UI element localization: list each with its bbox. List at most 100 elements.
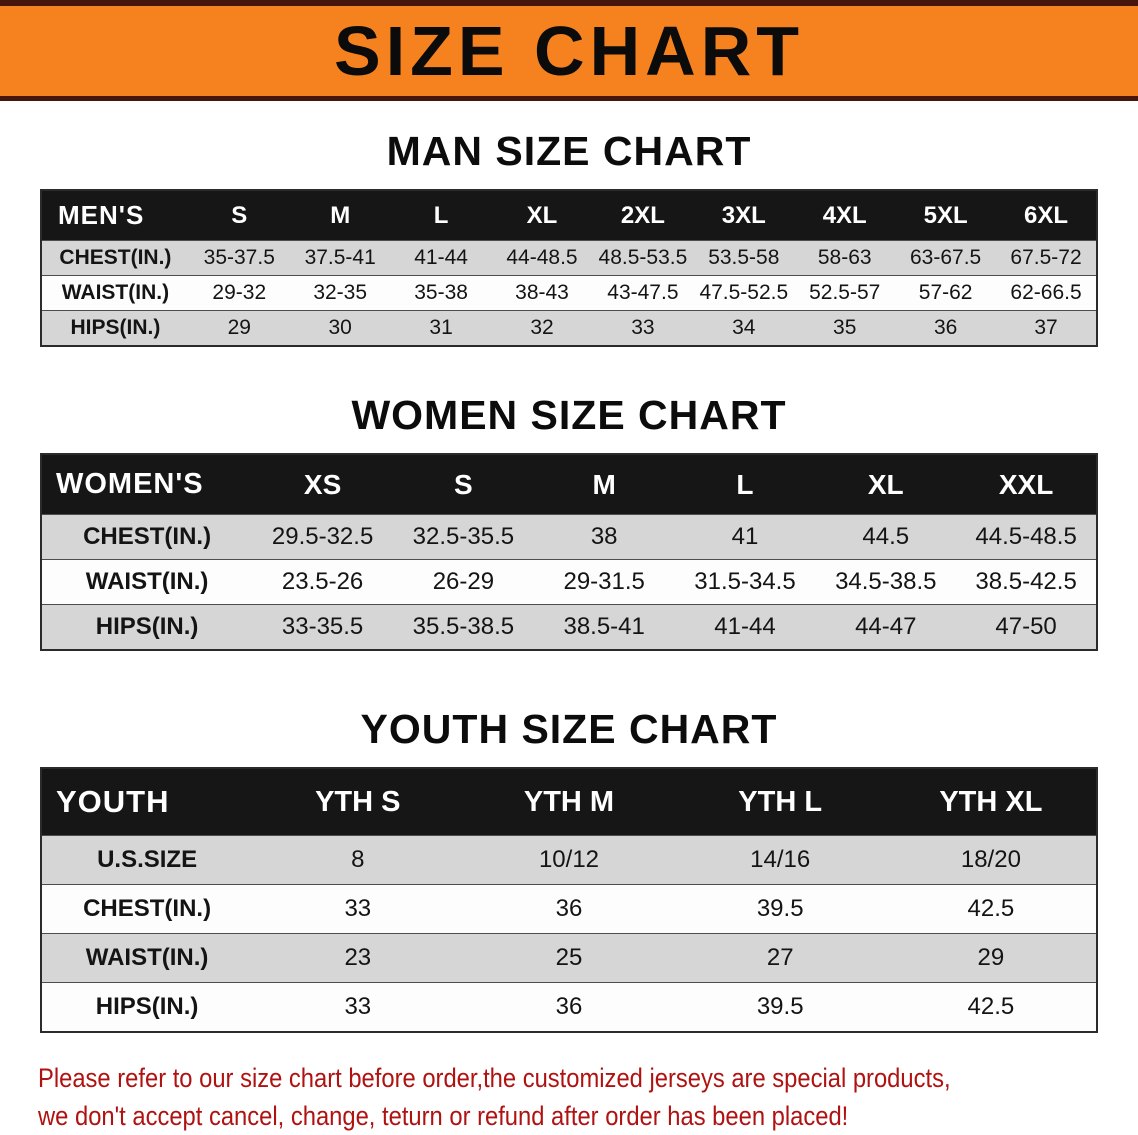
women-table-label: WOMEN'S (56, 468, 204, 501)
value-cell: 29-32 (212, 281, 267, 305)
value-cell: 44.5 (862, 523, 910, 551)
value-cell: 36 (933, 316, 958, 340)
value-cell: 14/16 (750, 846, 811, 874)
youth-row-u-s-size: U.S.SIZE 8 10/12 14/16 18/20 (41, 835, 1097, 885)
men-col-header-l: L (433, 201, 449, 229)
women-row-chest-in: CHEST(IN.) 29.5-32.5 32.5-35.5 38 41 44.5 44.5… (41, 514, 1097, 560)
value-cell: 37 (1034, 316, 1058, 340)
men-col-header-xl: XL (526, 201, 558, 229)
value-cell: 33 (631, 316, 655, 340)
value-cell: 57-62 (918, 281, 973, 305)
women-col-header-m: M (592, 468, 616, 500)
value-cell: 23.5-26 (281, 568, 364, 596)
value-cell: 8 (351, 846, 365, 874)
men-row-waist-in: WAIST(IN.) 29-32 32-35 35-38 38-43 43-47.5 47.… (41, 275, 1097, 311)
women-col-header-xl: XL (867, 468, 904, 500)
value-cell: 42.5 (967, 895, 1015, 923)
value-cell: 35-37.5 (203, 246, 275, 270)
row-label: CHEST(IN.) (83, 895, 212, 923)
value-cell: 33-35.5 (281, 613, 364, 641)
value-cell: 53.5-58 (708, 246, 780, 270)
row-label: CHEST(IN.) (83, 523, 212, 551)
men-row-hips-in: HIPS(IN.) 29 30 31 32 33 34 35 36 37 (41, 310, 1097, 347)
men-section: MAN SIZE CHART MEN'S S M L XL 2XL 3XL 4XL 5XL 6XL… (0, 128, 1138, 348)
value-cell: 35 (833, 316, 857, 340)
value-cell: 36 (555, 993, 583, 1021)
youth-header-row: YOUTH YTH S YTH M YTH L YTH XL (41, 768, 1097, 836)
women-section-heading: WOMEN SIZE CHART (351, 392, 787, 439)
value-cell: 47.5-52.5 (699, 281, 789, 305)
value-cell: 32-35 (313, 281, 368, 305)
value-cell: 58-63 (817, 246, 872, 270)
value-cell: 34 (732, 316, 756, 340)
value-cell: 23 (344, 944, 372, 972)
value-cell: 33 (344, 993, 372, 1021)
value-cell: 31 (429, 316, 453, 340)
value-cell: 34.5-38.5 (835, 568, 937, 596)
men-col-header-2xl: 2XL (620, 201, 665, 229)
disclaimer: Please refer to our size chart before or… (38, 1059, 1138, 1135)
value-cell: 52.5-57 (809, 281, 881, 305)
row-label: WAIST(IN.) (85, 568, 209, 596)
youth-col-header-yth-l: YTH L (738, 785, 823, 818)
youth-col-header-yth-m: YTH M (523, 785, 615, 818)
value-cell: 38-43 (515, 281, 569, 305)
youth-section-heading: YOUTH SIZE CHART (360, 706, 778, 753)
value-cell: 25 (555, 944, 583, 972)
men-col-header-5xl: 5XL (923, 201, 968, 229)
value-cell: 41-44 (414, 246, 468, 270)
value-cell: 47-50 (995, 613, 1057, 641)
value-cell: 39.5 (756, 993, 804, 1021)
value-cell: 10/12 (538, 846, 600, 874)
women-col-header-l: L (736, 468, 754, 500)
value-cell: 44-47 (855, 613, 917, 641)
value-cell: 32.5-35.5 (412, 523, 515, 551)
row-label: U.S.SIZE (97, 846, 198, 874)
men-col-header-4xl: 4XL (822, 201, 867, 229)
value-cell: 42.5 (967, 993, 1015, 1021)
women-col-header-xs: XS (303, 468, 342, 500)
value-cell: 44.5-48.5 (975, 523, 1077, 551)
disclaimer-line-2: we don't accept cancel, change, teturn o… (38, 1101, 849, 1132)
value-cell: 67.5-72 (1010, 246, 1082, 270)
youth-col-header-yth-s: YTH S (315, 785, 401, 818)
value-cell: 48.5-53.5 (598, 246, 688, 270)
men-col-header-3xl: 3XL (721, 201, 766, 229)
value-cell: 37.5-41 (304, 246, 376, 270)
value-cell: 44-48.5 (506, 246, 578, 270)
youth-col-header-yth-xl: YTH XL (939, 785, 1043, 818)
row-label: WAIST(IN.) (85, 944, 209, 972)
value-cell: 29.5-32.5 (271, 523, 374, 551)
men-col-header-6xl: 6XL (1024, 201, 1069, 229)
value-cell: 29 (977, 944, 1005, 972)
value-cell: 41-44 (714, 613, 776, 641)
value-cell: 35-38 (414, 281, 468, 305)
youth-size-table: YOUTH YTH S YTH M YTH L YTH XL U.S.SIZE 8 10/12… (40, 767, 1098, 1034)
row-label: HIPS(IN.) (70, 316, 161, 340)
value-cell: 18/20 (960, 846, 1021, 874)
size-charts: MAN SIZE CHART MEN'S S M L XL 2XL 3XL 4XL 5XL 6XL… (0, 128, 1138, 1034)
disclaimer-line-1: Please refer to our size chart before or… (38, 1063, 951, 1094)
men-row-chest-in: CHEST(IN.) 35-37.5 37.5-41 41-44 44-48.5 48.5… (41, 240, 1097, 276)
value-cell: 33 (344, 895, 372, 923)
women-row-hips-in: HIPS(IN.) 33-35.5 35.5-38.5 38.5-41 41-44 44-… (41, 604, 1097, 651)
women-section: WOMEN SIZE CHART WOMEN'S XS S M L XL XXL CHEST(… (0, 392, 1138, 652)
value-cell: 29-31.5 (563, 568, 645, 596)
women-col-header-s: S (454, 468, 473, 500)
women-row-waist-in: WAIST(IN.) 23.5-26 26-29 29-31.5 31.5-34.5 34… (41, 559, 1097, 605)
youth-row-waist-in: WAIST(IN.) 23 25 27 29 (41, 933, 1097, 983)
value-cell: 38.5-42.5 (975, 568, 1077, 596)
value-cell: 29 (227, 316, 251, 340)
page-title: SIZE CHART (334, 12, 804, 90)
value-cell: 35.5-38.5 (412, 613, 515, 641)
row-label: WAIST(IN.) (61, 281, 170, 305)
value-cell: 41 (731, 523, 759, 551)
youth-row-hips-in: HIPS(IN.) 33 36 39.5 42.5 (41, 982, 1097, 1033)
value-cell: 38.5-41 (563, 613, 645, 641)
men-header-row: MEN'S S M L XL 2XL 3XL 4XL 5XL 6XL (41, 190, 1097, 241)
women-col-header-xxl: XXL (998, 468, 1054, 500)
youth-table-label: YOUTH (56, 784, 170, 820)
value-cell: 39.5 (756, 895, 804, 923)
value-cell: 32 (530, 316, 554, 340)
banner: SIZE CHART (0, 0, 1138, 101)
